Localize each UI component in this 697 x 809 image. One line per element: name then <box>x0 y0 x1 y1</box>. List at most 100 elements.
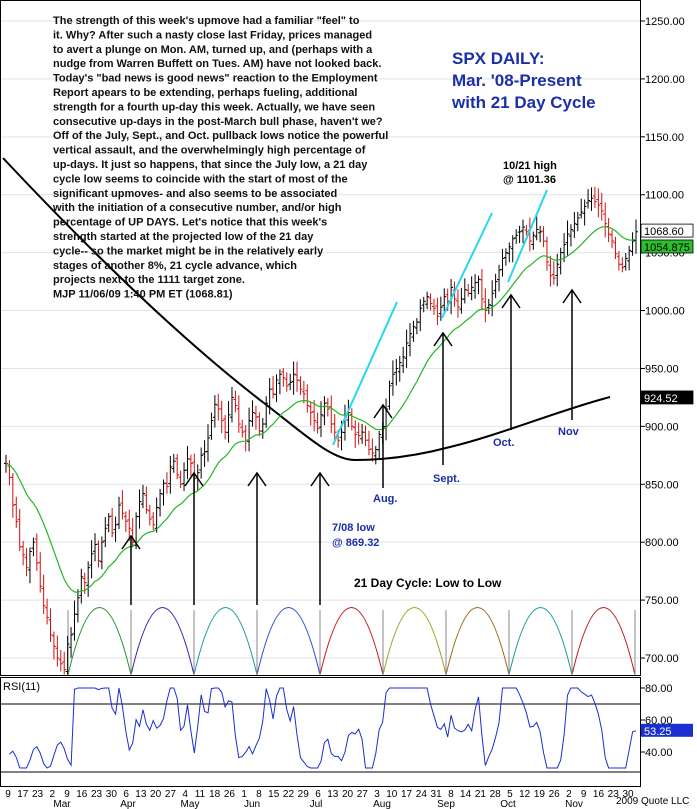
day-tick-label: 23 <box>32 789 44 800</box>
price-tick-label: 800.00 <box>645 537 679 549</box>
commentary-line: stages of another 8%, 21 cycle advance, … <box>53 260 297 272</box>
day-tick-label: 5 <box>507 789 513 800</box>
cycle-arc <box>319 607 384 676</box>
price-tick-label: 1200.00 <box>645 74 685 86</box>
commentary-line: cycle-- so the market might be in the re… <box>53 245 324 257</box>
day-tick-label: 17 <box>401 789 413 800</box>
day-tick-label: 16 <box>593 789 605 800</box>
cycle-arc <box>130 607 195 676</box>
month-tick-label: Mar <box>53 799 71 809</box>
commentary-line: Report apears to be extending, perhaps f… <box>53 87 357 99</box>
day-tick-label: 2 <box>566 789 572 800</box>
arrow-head <box>562 288 582 304</box>
month-tick-label: May <box>181 799 200 809</box>
date-axis: 9 17 23 2 9 16 23 30 6 13 20 27 4 11 18 26 1 8 15 22 29 6 13 20… <box>5 789 634 809</box>
price-tick-label: 950.00 <box>645 363 679 375</box>
price-tick-label: 1100.00 <box>645 190 684 202</box>
commentary-line: The strength of this week's upmove had a… <box>53 15 360 27</box>
arrow-head <box>433 331 453 347</box>
day-tick-label: 3 <box>374 789 380 800</box>
low-label: 7/08 low <box>332 522 375 534</box>
commentary-line: up-days. It just so happens, that since … <box>53 159 368 171</box>
arrow-head <box>184 471 204 487</box>
day-tick-label: 30 <box>106 789 118 800</box>
day-tick-label: 6 <box>315 789 321 800</box>
rsi-panel-frame <box>0 677 641 787</box>
day-tick-label: 26 <box>549 789 561 800</box>
month-tick-label: Nov <box>565 799 583 809</box>
chart-subtitle-1: Mar. '08-Present <box>452 71 582 90</box>
commentary-line: with the initiation of a consecutive num… <box>52 202 342 214</box>
arrow-head <box>373 403 393 419</box>
day-tick-label: 29 <box>298 789 310 800</box>
day-tick-label: 13 <box>135 789 147 800</box>
rsi-label: RSI(11) <box>3 681 40 693</box>
commentary-line: Today's "bad news is good news" reaction… <box>53 73 378 85</box>
price-tick-label: 1150.00 <box>645 132 684 144</box>
commentary-line: it. Why? After such a nasty close last F… <box>53 29 372 41</box>
day-tick-label: 27 <box>357 789 369 800</box>
rsi-tick-label: 80.00 <box>645 683 673 695</box>
day-tick-label: 23 <box>608 789 620 800</box>
day-tick-label: 8 <box>448 789 454 800</box>
rsi-tick-label: 40.00 <box>645 747 673 759</box>
commentary-line: projects next to the 1111 target zone. <box>53 274 245 286</box>
day-tick-label: 26 <box>224 789 236 800</box>
long-moving-average <box>2 157 611 462</box>
commentary-line: to avert a plunge on Mon. AM, turned up,… <box>53 44 373 56</box>
trend-line <box>507 189 548 283</box>
price-tag-box <box>640 390 694 405</box>
commentary-line: cycle low seems to coincide with the sta… <box>53 173 348 185</box>
day-tick-label: 2 <box>50 789 56 800</box>
price-tag-box <box>640 223 694 238</box>
chart-subtitle-2: with 21 Day Cycle <box>451 93 596 112</box>
day-tick-label: 22 <box>283 789 295 800</box>
rsi-line <box>9 687 637 769</box>
price-tag-label: 1054.875 <box>644 242 690 254</box>
commentary-line: strength for a fourth up-day this week. … <box>53 101 375 113</box>
day-tick-label: 24 <box>416 789 428 800</box>
commentary-line: percentage of UP DAYS. Let's notice that… <box>53 217 327 229</box>
month-tick-label: Jun <box>244 799 260 809</box>
cycle-arc <box>67 607 132 676</box>
day-tick-label: 23 <box>91 789 103 800</box>
day-tick-label: 10 <box>386 789 398 800</box>
commentary-line: strength started at the projected low of… <box>53 231 314 243</box>
price-axis: 1250.001200.001150.001100.001050.001000.… <box>640 16 685 665</box>
high-value: @ 1101.36 <box>503 174 556 186</box>
cycle-arc <box>445 607 510 676</box>
month-tick-label: Sep <box>437 799 455 809</box>
day-tick-label: 14 <box>460 789 472 800</box>
day-tick-label: 19 <box>534 789 546 800</box>
price-tick-label: 1250.00 <box>645 16 685 28</box>
commentary-text: The strength of this week's upmove had a… <box>52 15 388 301</box>
arrow-head <box>121 534 141 550</box>
price-tags: 1068.60 1054.875 924.52 53.25 <box>640 223 694 738</box>
day-tick-label: 9 <box>581 789 587 800</box>
price-tag-box <box>640 239 694 254</box>
price-tick-label: 700.00 <box>645 653 679 665</box>
cycle-arrows <box>121 288 582 605</box>
cycle-arc <box>256 607 321 676</box>
day-tick-label: 20 <box>150 789 162 800</box>
day-tick-label: 21 <box>475 789 487 800</box>
price-tag-label: 924.52 <box>644 393 678 405</box>
day-tick-label: 8 <box>256 789 262 800</box>
short-moving-average <box>5 226 637 594</box>
day-tick-label: 1 <box>241 789 247 800</box>
chart-title: SPX DAILY: <box>452 49 545 68</box>
credit: 2009 Quote LLC <box>616 796 689 807</box>
rsi-tag-box <box>641 723 693 737</box>
cycle-arc <box>571 607 636 676</box>
trend-line <box>332 301 398 446</box>
day-tick-label: 30 <box>622 789 634 800</box>
day-tick-label: 17 <box>17 789 29 800</box>
day-tick-label: 16 <box>76 789 88 800</box>
price-tick-label: 1000.00 <box>645 306 685 318</box>
day-tick-label: 4 <box>182 789 188 800</box>
day-tick-label: 11 <box>195 789 206 800</box>
day-tick-label: 9 <box>5 789 11 800</box>
day-tick-label: 18 <box>209 789 221 800</box>
